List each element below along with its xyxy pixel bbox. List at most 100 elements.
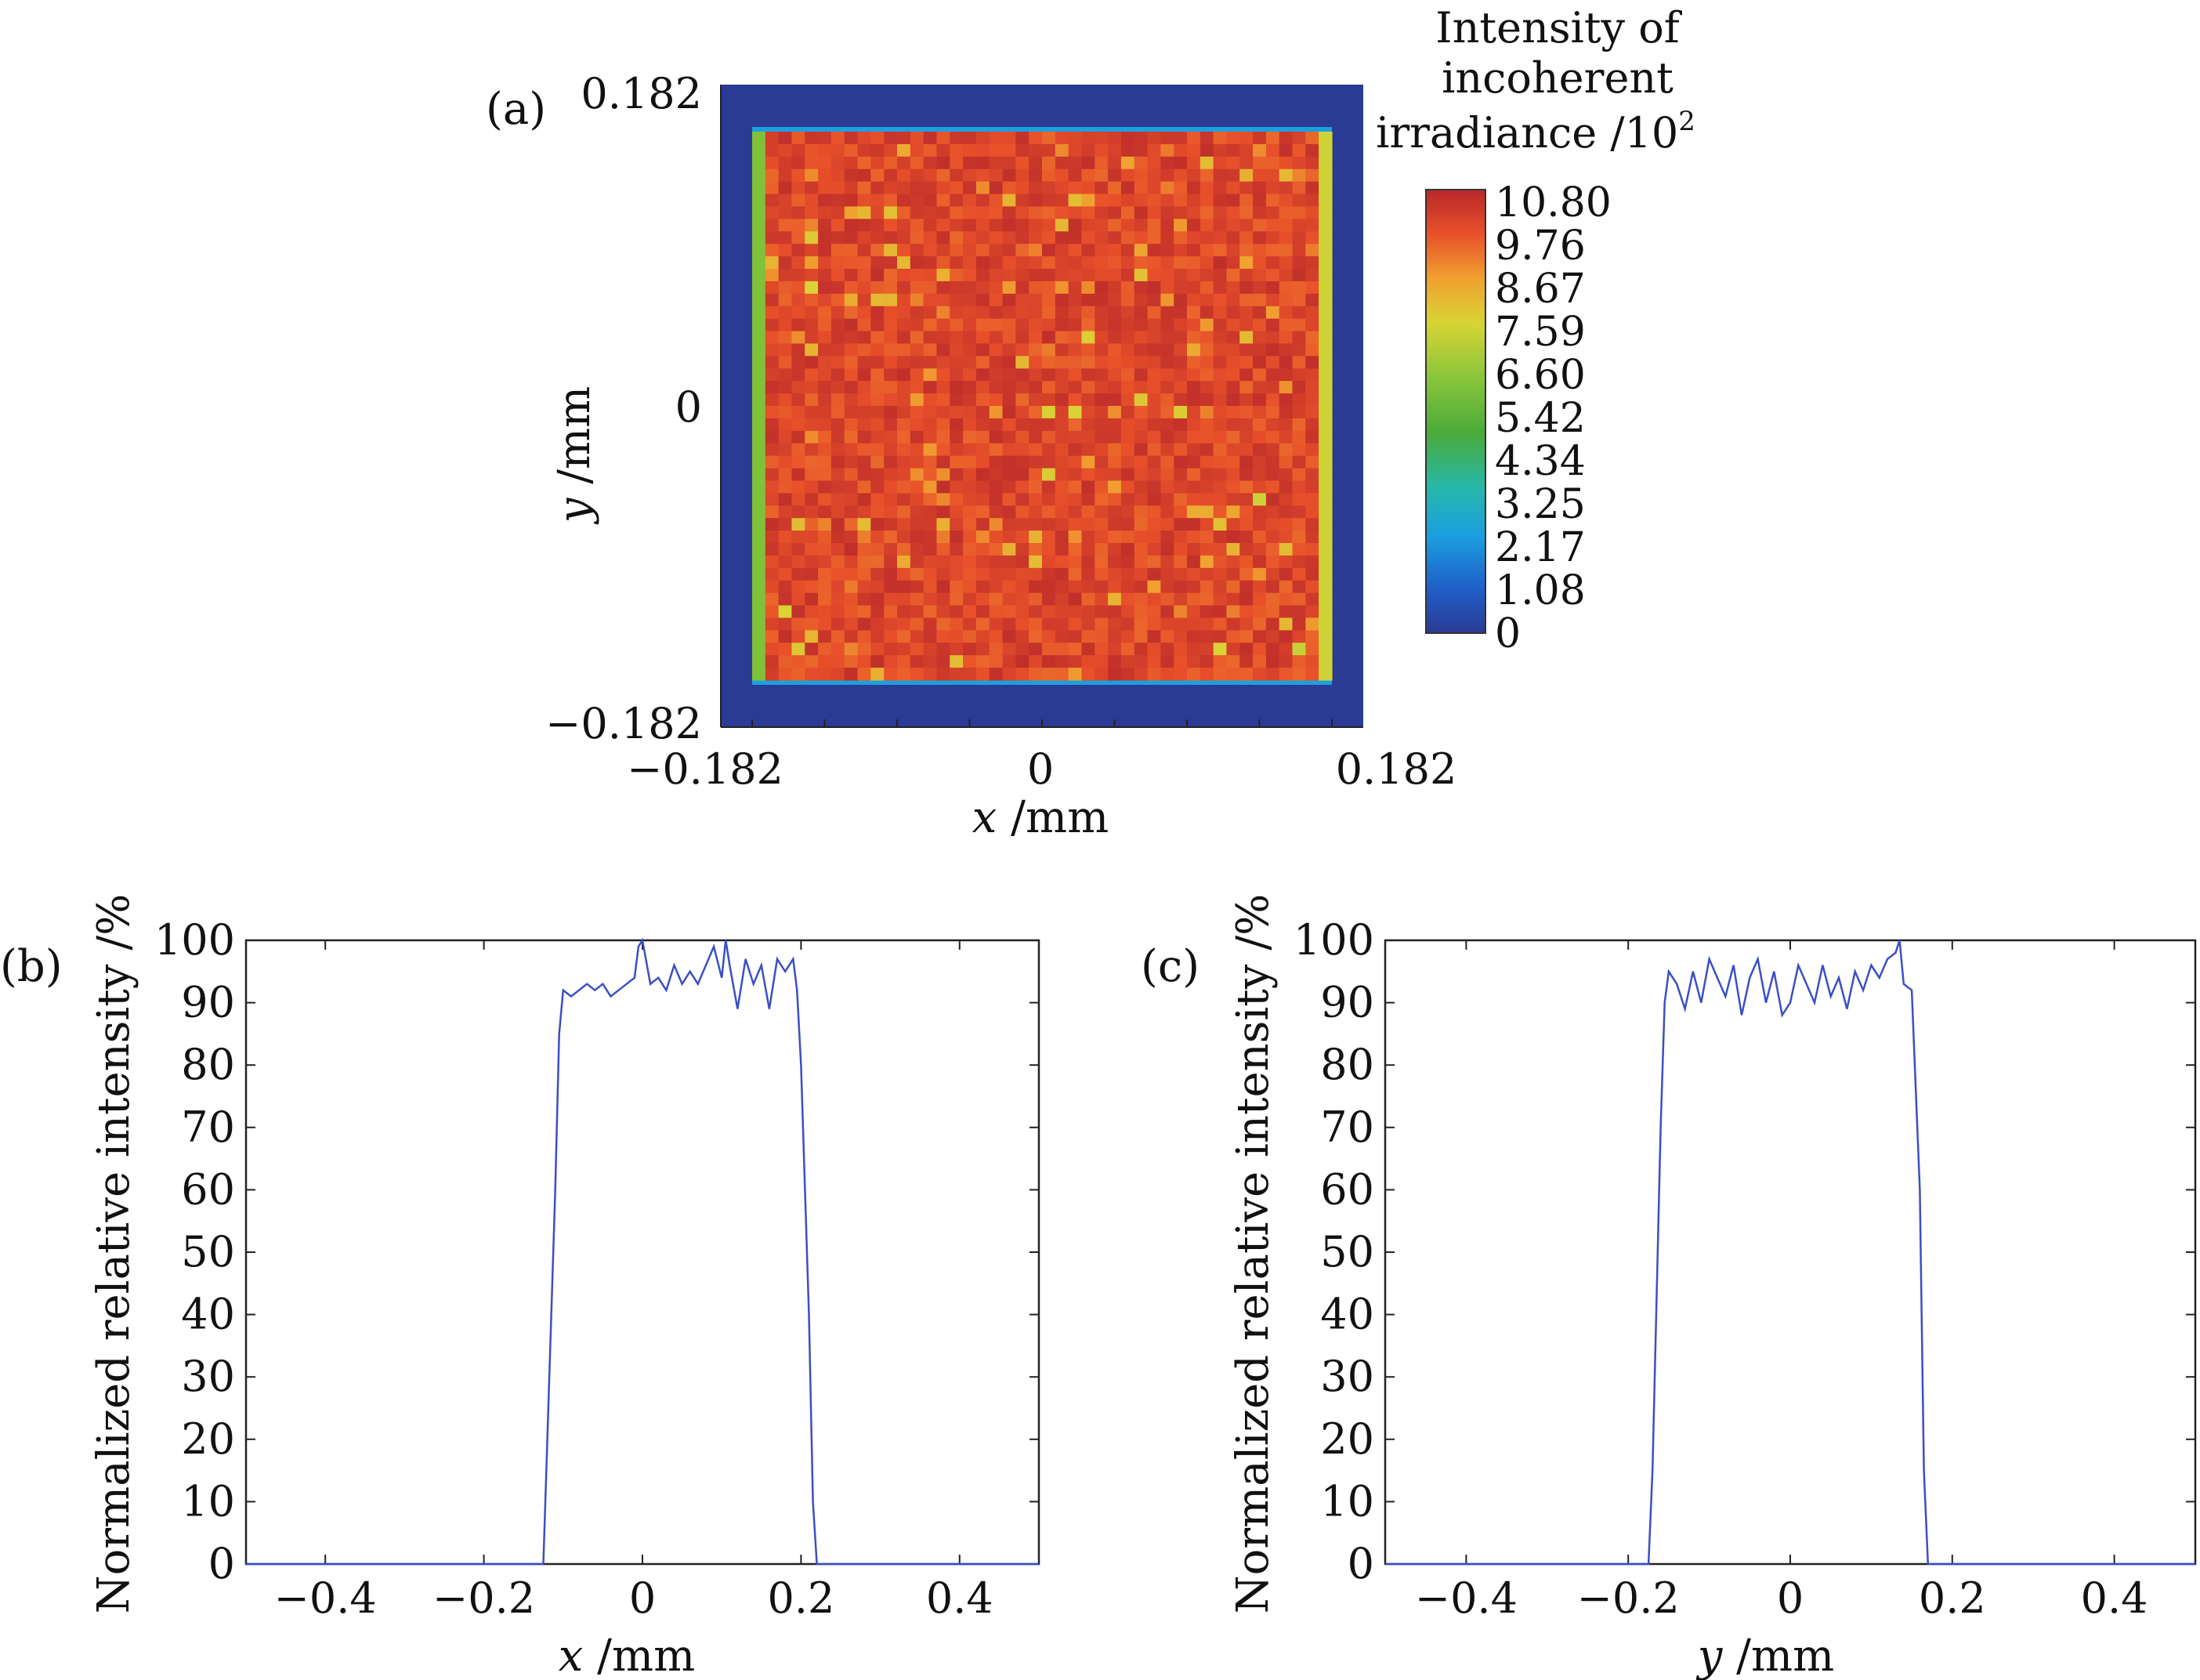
heatmap-cell [989,206,1004,219]
heatmap-cell [950,455,964,469]
heatmap-cell [778,219,793,232]
heatmap-cell [1305,132,1319,145]
heatmap-cell [1213,318,1228,332]
heatmap-cell [1200,668,1214,681]
heatmap-cell [989,430,1004,444]
plot-b-y-tick-label: 20 [181,1414,235,1464]
heatmap-cell [989,156,1004,170]
heatmap-cell [1029,318,1043,332]
heatmap-cell [1292,505,1306,519]
heatmap-cell [1226,643,1240,656]
heatmap-cell [1095,393,1109,407]
heatmap-cell [1134,455,1149,469]
heatmap-cell [1265,206,1280,219]
heatmap-cell [989,293,1004,307]
heatmap-cell [1187,518,1201,531]
heatmap-cell [989,194,1004,208]
heatmap-cell [1147,368,1161,382]
heatmap-cell [1239,281,1254,295]
heatmap-cell [805,368,819,382]
heatmap-cell [1319,530,1333,544]
heatmap-cell [1253,530,1267,544]
heatmap-cell [1095,156,1109,170]
heatmap-cell [1213,443,1228,457]
heatmap-cell [1081,244,1095,257]
heatmap-cell [1160,518,1174,531]
heatmap-cell [1265,343,1280,357]
heatmap-cell [1305,368,1319,382]
heatmap-cell [1239,143,1254,158]
heatmap-cell [752,480,766,494]
heatmap-cell [1226,592,1240,606]
heatmap-cell [805,168,819,183]
heatmap-cell [1253,168,1267,183]
heatmap-cell [1095,643,1109,656]
heatmap-cell [936,592,950,606]
heatmap-cell [791,181,805,195]
heatmap-cell [791,630,805,643]
heatmap-cell [1239,643,1254,656]
heatmap-cell [1292,592,1306,606]
heatmap-cell [791,331,805,345]
heatmap-cell [1134,643,1149,656]
heatmap-cell [844,318,859,332]
colorbar-tick-label: 0 [1495,610,1521,657]
heatmap-cell [830,281,845,295]
heatmap-cell [989,655,1004,668]
heatmap-cell [1147,480,1161,494]
heatmap-cell [884,580,898,594]
heatmap-cell [975,580,990,594]
heatmap-cell [1108,194,1122,208]
heatmap-cell [818,543,832,556]
heatmap-cell [1187,418,1201,432]
heatmap-cell [857,318,871,332]
plot-b-x-axis-title: x /mm [559,1631,695,1680]
heatmap-cell [1200,231,1214,244]
heatmap-cell [1239,256,1254,270]
heatmap-cell [1187,281,1201,295]
heatmap-cell [1213,555,1228,569]
heatmap-cell [884,406,898,419]
heatmap-cell [1213,331,1228,345]
plot-b-x-axis-unit: /mm [583,1631,695,1680]
heatmap-cell [1253,393,1267,407]
heatmap-cell [1319,231,1333,244]
heatmap-cell [1160,318,1174,332]
heatmap-cell [844,181,859,195]
heatmap-cell [1213,630,1228,643]
heatmap-cell [1226,617,1240,631]
heatmap-cell [1279,194,1294,208]
heatmap-cell [1002,567,1016,581]
heatmap-cell [1108,219,1122,232]
heatmap-cell [752,156,766,170]
heatmap-cell [805,592,819,606]
heatmap-cell [857,605,871,619]
plot-c-y-tick-label: 90 [1320,978,1374,1027]
heatmap-cell [765,381,780,394]
heatmap-cell [1055,530,1069,544]
heatmap-cell [910,543,925,556]
heatmap-cell [857,543,871,556]
heatmap-cell [830,343,845,357]
heatmap-cell [1292,493,1306,506]
heatmap-cell [1134,343,1149,357]
heatmap-cell [1200,168,1214,183]
heatmap-cell [1134,580,1149,594]
heatmap-cell [752,655,766,668]
heatmap-cell [752,281,766,295]
heatmap-cell [1081,194,1095,208]
heatmap-cell [1292,393,1306,407]
heatmap-cell [1200,530,1214,544]
heatmap-cell [1319,318,1333,332]
heatmap-cell [897,231,911,244]
heatmap-cell [897,555,911,569]
heatmap-cell [1002,381,1016,394]
heatmap-cell [1042,655,1056,668]
heatmap-cell [910,668,925,681]
heatmap-cell [1068,617,1083,631]
heatmap-cell [1226,306,1240,320]
heatmap-cell [1108,605,1122,619]
heatmap-cell [1265,194,1280,208]
heatmap-cell [1187,580,1201,594]
heatmap-cell [857,555,871,569]
